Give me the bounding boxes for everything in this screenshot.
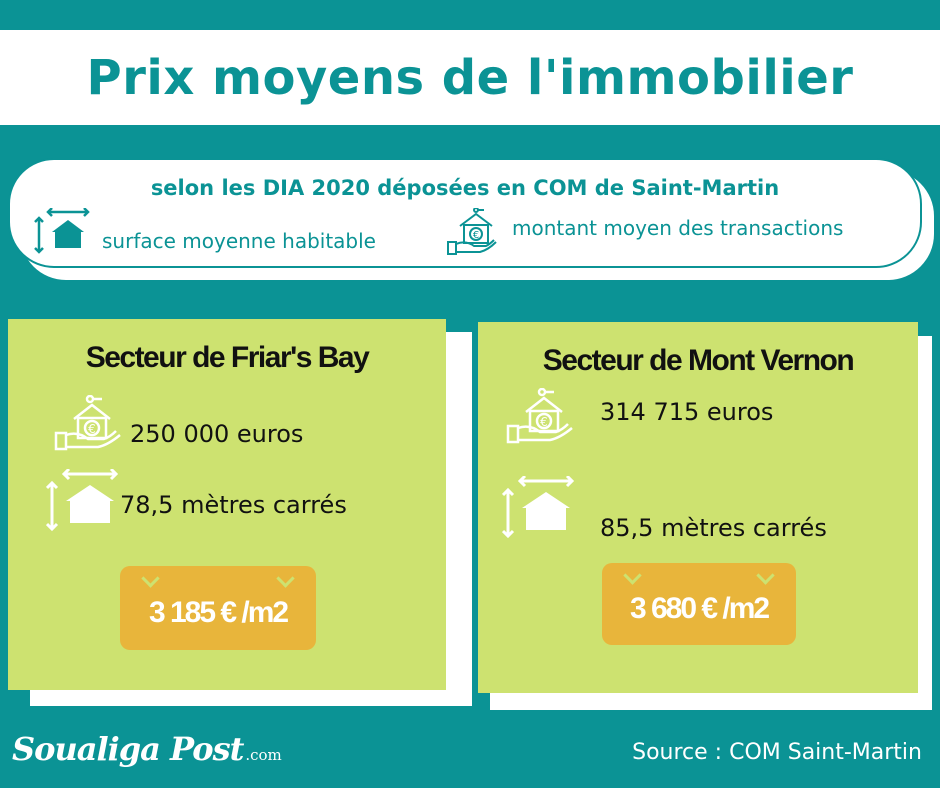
- price-tag: 3 185 € /m2: [120, 566, 316, 650]
- hand-house-euro-icon: €: [54, 395, 121, 451]
- logo-main: Soualiga Post: [12, 730, 244, 768]
- legend-surface-label: surface moyenne habitable: [102, 229, 376, 253]
- hand-house-euro-icon: €: [506, 388, 573, 444]
- house-size-icon: [34, 208, 90, 254]
- soualiga-post-logo: Soualiga Post .com: [12, 730, 282, 768]
- sector-title: Secteur de Friar's Bay: [85, 341, 370, 374]
- legend-amount: € montant moyen des transactions: [446, 208, 843, 258]
- tag-hole-right: [756, 566, 775, 585]
- amount-value: 250 000 euros: [130, 420, 304, 448]
- price-tag: 3 680 € /m2: [602, 563, 796, 645]
- svg-text:€: €: [88, 422, 96, 436]
- source-credit: Source : COM Saint-Martin: [632, 740, 922, 765]
- amount-row: € 314 715 euros: [504, 388, 773, 448]
- tag-hole-left: [623, 566, 642, 585]
- surface-row: 78,5 mètres carrés: [46, 469, 347, 533]
- amount-row: € 250 000 euros: [52, 395, 303, 455]
- house-size-icon: [46, 469, 119, 532]
- svg-text:€: €: [540, 415, 548, 429]
- logo-suffix: .com: [245, 746, 282, 764]
- amount-value: 314 715 euros: [600, 398, 774, 426]
- hand-house-euro-icon: €: [447, 208, 497, 255]
- price-per-m2: 3 185 € /m2: [148, 596, 289, 629]
- legend-surface: surface moyenne habitable: [34, 208, 376, 256]
- page-title: Prix moyens de l'immobilier: [86, 49, 854, 106]
- surface-value: 78,5 mètres carrés: [120, 491, 347, 519]
- sector-card-mont-vernon: Secteur de Mont Vernon € 314 715 euros 8…: [478, 322, 918, 693]
- legend-box: selon les DIA 2020 déposées en COM de Sa…: [8, 158, 922, 268]
- surface-row: 85,5 mètres carrés: [502, 474, 827, 542]
- sector-title: Secteur de Mont Vernon: [542, 344, 855, 377]
- price-per-m2: 3 680 € /m2: [629, 592, 770, 625]
- tag-hole-right: [276, 569, 295, 588]
- sector-card-friars-bay: Secteur de Friar's Bay € 250 000 euros 7…: [8, 319, 446, 690]
- title-banner: Prix moyens de l'immobilier: [0, 30, 940, 125]
- house-size-icon: [502, 476, 575, 539]
- svg-text:€: €: [473, 230, 479, 241]
- surface-value: 85,5 mètres carrés: [600, 514, 827, 542]
- legend-subtitle: selon les DIA 2020 déposées en COM de Sa…: [150, 176, 780, 200]
- legend-amount-label: montant moyen des transactions: [512, 216, 844, 240]
- tag-hole-left: [141, 569, 160, 588]
